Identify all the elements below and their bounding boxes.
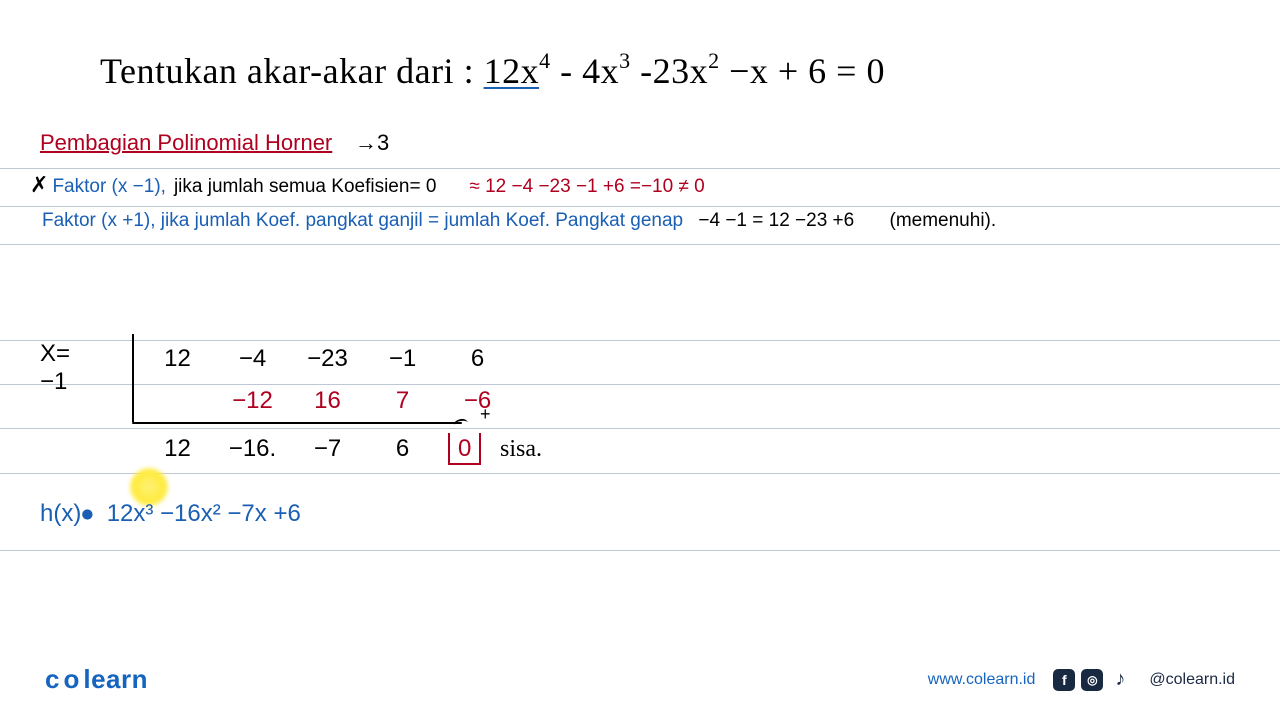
horner-row-products: −12 16 7 −6 bbox=[140, 380, 515, 422]
cross-mark: ✗ bbox=[30, 172, 48, 198]
page-footer: colearn www.colearn.id f ◎ ♪ @colearn.id bbox=[0, 664, 1280, 695]
social-handle: @colearn.id bbox=[1149, 671, 1235, 689]
instagram-icon: ◎ bbox=[1081, 669, 1103, 691]
arrow-annotation: →3 bbox=[355, 130, 389, 156]
result-polynomial: h(x)⦁ 12x³ −16x² −7x +6 bbox=[40, 500, 301, 528]
factor-check-2: Faktor (x +1), jika jumlah Koef. pangkat… bbox=[42, 210, 996, 232]
footer-url: www.colearn.id bbox=[928, 671, 1036, 689]
facebook-icon: f bbox=[1053, 669, 1075, 691]
tiktok-icon: ♪ bbox=[1109, 669, 1131, 691]
factor-check-1: ✗ Faktor (x −1), jika jumlah semua Koefi… bbox=[30, 172, 705, 198]
method-subtitle: Pembagian Polinomial Horner bbox=[40, 130, 332, 156]
colearn-logo: colearn bbox=[45, 664, 148, 695]
horner-vertical-bar bbox=[132, 334, 134, 422]
problem-title: Tentukan akar-akar dari : 12x4 - 4x3 -23… bbox=[100, 50, 1230, 92]
horner-row-result: 12 −16. −7 6 0 bbox=[140, 428, 515, 470]
title-prefix: Tentukan akar-akar dari : bbox=[100, 51, 474, 91]
horner-x-value: X= −1 bbox=[40, 340, 70, 396]
remainder-box: 0 bbox=[448, 433, 481, 465]
horner-row-coefficients: 12 −4 −23 −1 6 bbox=[140, 338, 515, 380]
remainder-label: sisa. bbox=[500, 436, 542, 463]
social-icons: f ◎ ♪ bbox=[1053, 669, 1131, 691]
